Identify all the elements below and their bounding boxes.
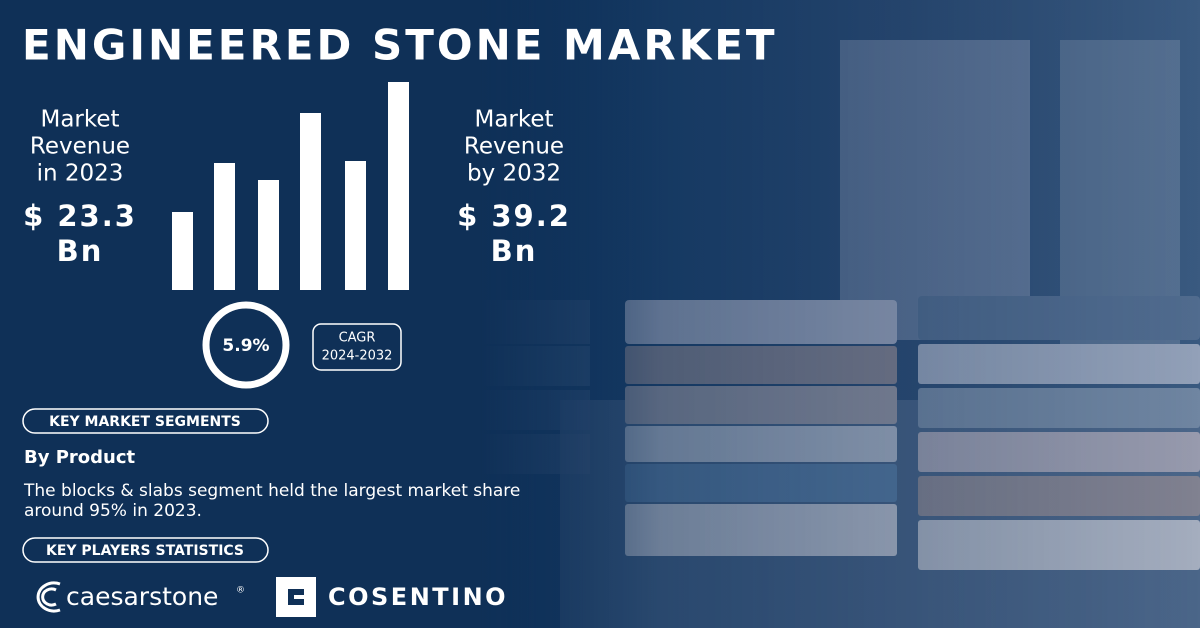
bar-icon bbox=[258, 180, 279, 290]
cagr-ring bbox=[202, 301, 290, 389]
bar-icon bbox=[300, 113, 321, 290]
logo-mark bbox=[41, 587, 57, 607]
subheading: By Product bbox=[24, 447, 136, 468]
cagr-box bbox=[312, 323, 402, 371]
value: $ 39.2 bbox=[457, 199, 571, 233]
label: by 2032 bbox=[467, 161, 561, 187]
logo-caesarstone: caesarstone bbox=[66, 582, 218, 611]
revenue-2023: Market Revenue in 2023 $ 23.3 Bn bbox=[23, 107, 137, 269]
label: Market bbox=[474, 107, 553, 133]
description: The blocks & slabs segment held the larg… bbox=[23, 481, 520, 501]
section-heading: KEY PLAYERS STATISTICS bbox=[46, 543, 244, 559]
cagr-value: 5.9% bbox=[222, 336, 269, 356]
logo-mark bbox=[288, 589, 304, 605]
label: Revenue bbox=[30, 134, 130, 160]
label: in 2023 bbox=[37, 161, 124, 187]
decorative-bars bbox=[172, 82, 409, 290]
logo-mark bbox=[276, 577, 316, 617]
value: Bn bbox=[57, 234, 104, 268]
cagr-label: CAGR bbox=[339, 331, 376, 346]
title: ENGINEERED STONE MARKET bbox=[22, 21, 778, 70]
revenue-2032: Market Revenue by 2032 $ 39.2 Bn bbox=[457, 107, 571, 269]
label: Market bbox=[40, 107, 119, 133]
pill bbox=[22, 408, 269, 434]
logo-cosentino: COSENTINO bbox=[328, 583, 508, 611]
pill bbox=[22, 537, 269, 563]
label: Revenue bbox=[464, 134, 564, 160]
bar-icon bbox=[345, 161, 366, 290]
bar-icon bbox=[388, 82, 409, 290]
section-heading: KEY MARKET SEGMENTS bbox=[49, 414, 241, 430]
value: Bn bbox=[491, 234, 538, 268]
bar-icon bbox=[214, 163, 235, 290]
cagr-label: 2024-2032 bbox=[322, 349, 393, 364]
logo-mark bbox=[36, 581, 61, 613]
registered-mark: ® bbox=[236, 586, 245, 596]
value: $ 23.3 bbox=[23, 199, 137, 233]
description: around 95% in 2023. bbox=[24, 501, 202, 521]
bar-icon bbox=[172, 212, 193, 290]
